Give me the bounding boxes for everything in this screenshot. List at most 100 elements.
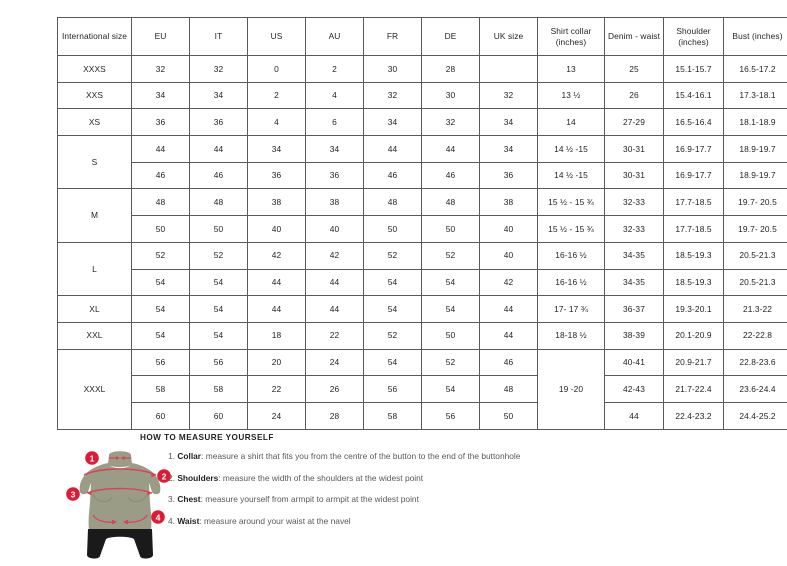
marker-2-label: 2 xyxy=(162,471,167,481)
cell-au: 4 xyxy=(305,81,364,110)
cell-denim-waist: 44 xyxy=(604,401,664,430)
marker-4-label: 4 xyxy=(156,512,161,522)
measure-step-number: 4. xyxy=(168,515,175,526)
cell-shirt-collar: 14 xyxy=(537,108,605,137)
cell-bust: 23.6-24.4 xyxy=(723,375,787,403)
size-group-cell: XXXL xyxy=(57,348,132,430)
size-group-cell: XXXS xyxy=(57,55,132,83)
cell-shoulder: 20.1-20.9 xyxy=(663,321,724,350)
cell-shoulder: 15.1-15.7 xyxy=(663,55,724,83)
marker-3-label: 3 xyxy=(71,489,76,499)
cell-denim-waist: 34-35 xyxy=(604,241,664,270)
cell-shirt-collar: 18-18 ½ xyxy=(537,321,605,350)
size-group-cell: L xyxy=(57,241,132,297)
marker-3: 3 xyxy=(66,487,80,501)
cell-eu: 50 xyxy=(131,215,190,243)
column-header-bust: Bust (inches) xyxy=(723,17,787,56)
how-to-measure-steps-list: 1. Collar: measure a shirt that fits you… xyxy=(168,451,708,537)
cell-de: 56 xyxy=(421,401,480,430)
cell-shoulder: 16.9-17.7 xyxy=(663,135,724,163)
cell-au: 36 xyxy=(305,161,364,190)
cell-it: 34 xyxy=(189,81,248,110)
cell-eu: 36 xyxy=(131,108,190,137)
cell-us: 44 xyxy=(247,268,306,297)
cell-eu: 54 xyxy=(131,268,190,297)
cell-au: 6 xyxy=(305,108,364,137)
cell-uk-size: 44 xyxy=(479,321,538,350)
measure-step: 2. Shoulders: measure the width of the s… xyxy=(168,473,708,483)
cell-fr: 46 xyxy=(363,161,422,190)
column-header-shoulder: Shoulder (inches) xyxy=(663,17,724,56)
column-header-uk-size: UK size xyxy=(479,17,538,56)
cell-eu: 46 xyxy=(131,161,190,190)
cell-bust: 24.4-25.2 xyxy=(723,401,787,430)
table-row: XXS 34 34 2 4 32 30 32 13 ½ 26 15.4-16.1 17.3-18.1 xyxy=(57,81,787,110)
column-header-it: IT xyxy=(189,17,248,56)
torso-figure-svg: 1 2 3 4 xyxy=(66,451,171,559)
chest-contour-left xyxy=(92,494,113,503)
collar-arrow-head-right xyxy=(120,456,125,460)
measure-step-text: : measure a shirt that fits you from the… xyxy=(201,451,521,461)
measure-step-term: Waist xyxy=(177,515,200,526)
cell-au: 44 xyxy=(305,268,364,297)
cell-denim-waist: 34-35 xyxy=(604,268,664,297)
cell-us: 36 xyxy=(247,161,306,190)
cell-uk-size: 34 xyxy=(479,135,538,163)
cell-shirt-collar: 19 -20 xyxy=(537,348,605,430)
measure-step-text: : measure around your waist at the navel xyxy=(199,515,351,526)
column-header-shirt-collar: Shirt collar (inches) xyxy=(537,17,605,56)
chest-contour-right xyxy=(127,494,148,503)
cell-uk-size: 32 xyxy=(479,81,538,110)
chest-arrow-head-right xyxy=(147,490,152,496)
cell-eu: 60 xyxy=(131,401,190,430)
measure-step-number: 3. xyxy=(168,494,175,505)
cell-de: 52 xyxy=(421,241,480,270)
shoulder-arrow-head xyxy=(151,472,156,478)
column-header-de: DE xyxy=(421,17,480,56)
cell-uk-size: 42 xyxy=(479,268,538,297)
collar-arrow-head-left xyxy=(116,456,120,460)
cell-shirt-collar: 15 ½ - 15 ¾ xyxy=(537,215,605,243)
cell-denim-waist: 25 xyxy=(604,55,664,83)
cell-shirt-collar: 13 ½ xyxy=(537,81,605,110)
cell-shoulder: 17.7-18.5 xyxy=(663,215,724,243)
size-chart-table-container: International size EU IT US AU FR DE UK … xyxy=(57,17,787,430)
cell-uk-size: 40 xyxy=(479,215,538,243)
cell-fr: 54 xyxy=(363,295,422,323)
measure-step-text: : measure yourself from armpit to armpit… xyxy=(200,494,419,505)
cell-uk-size: 40 xyxy=(479,241,538,270)
cell-de: 54 xyxy=(421,295,480,323)
cell-eu: 56 xyxy=(131,348,190,377)
cell-shoulder: 16.9-17.7 xyxy=(663,161,724,190)
marker-2: 2 xyxy=(157,469,171,483)
table-row: XS 36 36 4 6 34 32 34 14 27-29 16.5-16.4 18.1-18.9 xyxy=(57,108,787,137)
cell-eu: 48 xyxy=(131,188,190,217)
cell-shoulder: 17.7-18.5 xyxy=(663,188,724,217)
marker-1: 1 xyxy=(85,451,99,465)
cell-us: 34 xyxy=(247,135,306,163)
shoulder-measure-arc xyxy=(83,468,157,476)
cell-bust: 21.3-22 xyxy=(723,295,787,323)
measure-step-number: 2. xyxy=(168,472,175,483)
cell-bust: 19.7- 20.5 xyxy=(723,188,787,217)
table-header-row: International size EU IT US AU FR DE UK … xyxy=(57,17,787,56)
neck-shape xyxy=(108,451,132,467)
cell-bust: 20.5-21.3 xyxy=(723,268,787,297)
cell-fr: 32 xyxy=(363,81,422,110)
cell-fr: 56 xyxy=(363,375,422,403)
table-row: 46 46 36 36 46 46 36 14 ½ -15 30-31 16.9-17.7 18.9… xyxy=(58,161,787,190)
waist-arrow-head-right xyxy=(123,519,128,525)
cell-fr: 48 xyxy=(363,188,422,217)
cell-denim-waist: 30-31 xyxy=(604,135,664,163)
cell-au: 38 xyxy=(305,188,364,217)
table-row: L 52 52 42 42 52 52 40 16-16 ½ 34-35 18.5-19.3 20.5… xyxy=(57,241,787,297)
cell-us: 38 xyxy=(247,188,306,217)
size-group-cell: XXS xyxy=(57,81,132,110)
marker-4: 4 xyxy=(151,510,165,524)
measure-step: 4. Waist: measure around your waist at t… xyxy=(168,516,708,526)
cell-us: 44 xyxy=(247,295,306,323)
cell-shirt-collar: 16-16 ½ xyxy=(537,268,605,297)
column-header-denim-waist: Denim - waist xyxy=(604,17,664,56)
cell-uk-size xyxy=(479,55,538,83)
cell-bust: 18.9-19.7 xyxy=(723,161,787,190)
